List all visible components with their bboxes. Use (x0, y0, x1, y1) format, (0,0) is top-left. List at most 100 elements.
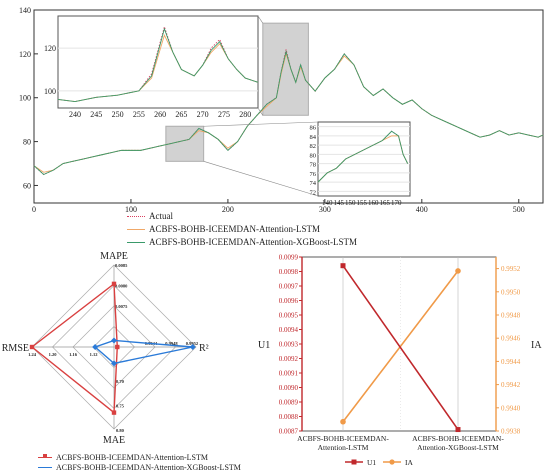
inset-y-tick-label: 80 (310, 152, 317, 159)
radar-axis-label-mae: MAE (103, 435, 125, 446)
zoom-connector (257, 107, 264, 116)
x-tick-label: 400 (416, 205, 428, 214)
series-u1-line (342, 265, 459, 431)
radar-axis-label-rmse: RMSE (2, 343, 29, 354)
legend-item-lstm: ACBFS-BOHB-ICEEMDAN-Attention-LSTM (127, 224, 320, 234)
radar-tick-label: 1.20 (49, 352, 58, 357)
right-tick-label: 0.9942 (501, 381, 521, 389)
legend-label-xgb: ACBFS-BOHB-ICEEMDAN-Attention-XGBoost-LS… (149, 237, 358, 247)
right-tick-label: 0.9938 (501, 428, 521, 436)
radar-legend-item-xgb: ACBFS-BOHB-ICEEMDAN-Attention-XGBoost-LS… (38, 463, 241, 472)
left-tick-label: 0.0094 (279, 326, 299, 334)
left-tick-label: 0.0096 (279, 297, 299, 305)
x-tick-label: 0 (32, 205, 36, 214)
inset-chart-2: 72 74 76 78 80 82 84 86 140 145 150 155 160 165 170 (310, 121, 411, 207)
series-xgb (33, 49, 544, 176)
radar-marker (111, 281, 117, 287)
inset-x-tick-label: 140 (322, 199, 333, 207)
y-tick-label: 140 (19, 6, 31, 15)
inset-x-tick-label: 270 (197, 110, 209, 119)
radar-tick-label: 0.0085 (115, 263, 128, 268)
left-tick-label: 0.0087 (279, 428, 299, 436)
radar-marker (111, 410, 117, 415)
inset-x-tick-label: 265 (175, 110, 187, 119)
right-tick-label: 0.9940 (501, 404, 521, 412)
inset-series-xgb (57, 27, 259, 103)
inset-y-tick-label: 86 (310, 125, 317, 132)
legend-swatch-xgb (127, 241, 145, 243)
x-tick-label: 200 (222, 205, 234, 214)
radar-tick-label: 0.75 (116, 403, 125, 408)
right-tick-label: 0.9948 (501, 312, 521, 320)
legend-item-actual: Actual (127, 211, 173, 221)
legend-swatch-lstm (127, 228, 145, 230)
inset-x-tick-label: 145 (333, 199, 344, 207)
radar-marker (111, 360, 117, 367)
y-tick-label: 100 (19, 94, 31, 103)
radar-tick-label: 0.0075 (115, 304, 128, 309)
radar-marker (115, 344, 120, 350)
radar-tick-label: 0.80 (116, 428, 125, 433)
inset-x-tick-label: 155 (356, 199, 367, 207)
price-line-chart: 0 100 200 300 400 500 60 80 100 120 140 100 120 240 24… (19, 6, 544, 214)
legend-label-u1: U1 (367, 458, 376, 467)
radar-marker (29, 344, 35, 350)
left-tick-label: 0.0097 (279, 283, 299, 291)
radar-tick-label: 0.9952 (186, 341, 199, 346)
inset-y-tick-label: 84 (310, 134, 317, 141)
radar-tick-label: 1.24 (28, 352, 37, 357)
series-u1-marker (340, 263, 346, 269)
radar-marker (189, 344, 196, 350)
inset-y-tick-label: 78 (310, 162, 317, 169)
radar-tick-label: 1.16 (69, 352, 78, 357)
plot-frame (301, 256, 497, 432)
inset-y-tick-label: 72 (310, 189, 317, 196)
left-tick-label: 0.0090 (279, 384, 299, 392)
left-tick-label: 0.0089 (279, 399, 299, 407)
legend-marker-ia (389, 459, 395, 465)
left-tick-label: 0.0093 (279, 341, 299, 349)
legend-label-lstm: ACBFS-BOHB-ICEEMDAN-Attention-LSTM (149, 224, 321, 234)
radar-tick-label: 0.0080 (115, 284, 128, 289)
inset-y-tick-label: 120 (44, 44, 56, 53)
left-tick-label: 0.0091 (279, 370, 299, 378)
legend-item-xgb: ACBFS-BOHB-ICEEMDAN-Attention-XGBoost-LS… (127, 237, 357, 247)
inset-x-tick-label: 280 (239, 110, 251, 119)
radar-legend-swatch-lstm (38, 457, 52, 458)
legend-swatch-actual (127, 215, 145, 217)
right-tick-label: 0.9946 (501, 335, 521, 343)
inset-x-tick-label: 275 (218, 110, 230, 119)
x-tick-label: 500 (513, 205, 525, 214)
x-tick-label: 100 (125, 205, 137, 214)
radar-legend-swatch-xgb (38, 467, 52, 468)
zoom-connector (203, 161, 319, 197)
left-tick-label: 0.0099 (279, 254, 299, 262)
zoom-connector (203, 121, 319, 127)
zoom-connector (257, 15, 264, 24)
inset-x-tick-label: 165 (379, 199, 390, 207)
plot-frame (33, 9, 544, 204)
left-tick-label: 0.0088 (279, 413, 299, 421)
inset-x-tick-label: 150 (345, 199, 356, 207)
category-label: ACBFS-BOHB-ICEEMDAN- (297, 434, 389, 443)
left-axis-title: U1 (258, 340, 270, 351)
radar-axis-label-r2: R² (199, 343, 209, 354)
y-tick-label: 120 (19, 50, 31, 59)
radar-marker (111, 337, 117, 344)
radar-legend-marker-lstm (43, 454, 47, 458)
series-ia-marker (340, 418, 346, 425)
inset-x-tick-label: 260 (154, 110, 166, 119)
inset-chart-1: 100 120 240 245 250 255 260 265 270 275 280 (44, 15, 259, 119)
radar-tick-label: 1.12 (90, 352, 99, 357)
radar-legend-label-xgb: ACBFS-BOHB-ICEEMDAN-Attention-XGBoost-LS… (56, 463, 241, 472)
inset-x-tick-label: 170 (391, 199, 402, 207)
inset-x-tick-label: 250 (112, 110, 124, 119)
radar-tick-label: 0.9948 (165, 341, 178, 346)
category-label: ACBFS-BOHB-ICEEMDAN- (412, 434, 504, 443)
legend-label-actual: Actual (149, 211, 173, 221)
radar-marker (92, 344, 99, 350)
right-tick-label: 0.9952 (501, 265, 521, 273)
inset-x-tick-label: 255 (133, 110, 145, 119)
right-axis-title: IA (531, 340, 542, 351)
